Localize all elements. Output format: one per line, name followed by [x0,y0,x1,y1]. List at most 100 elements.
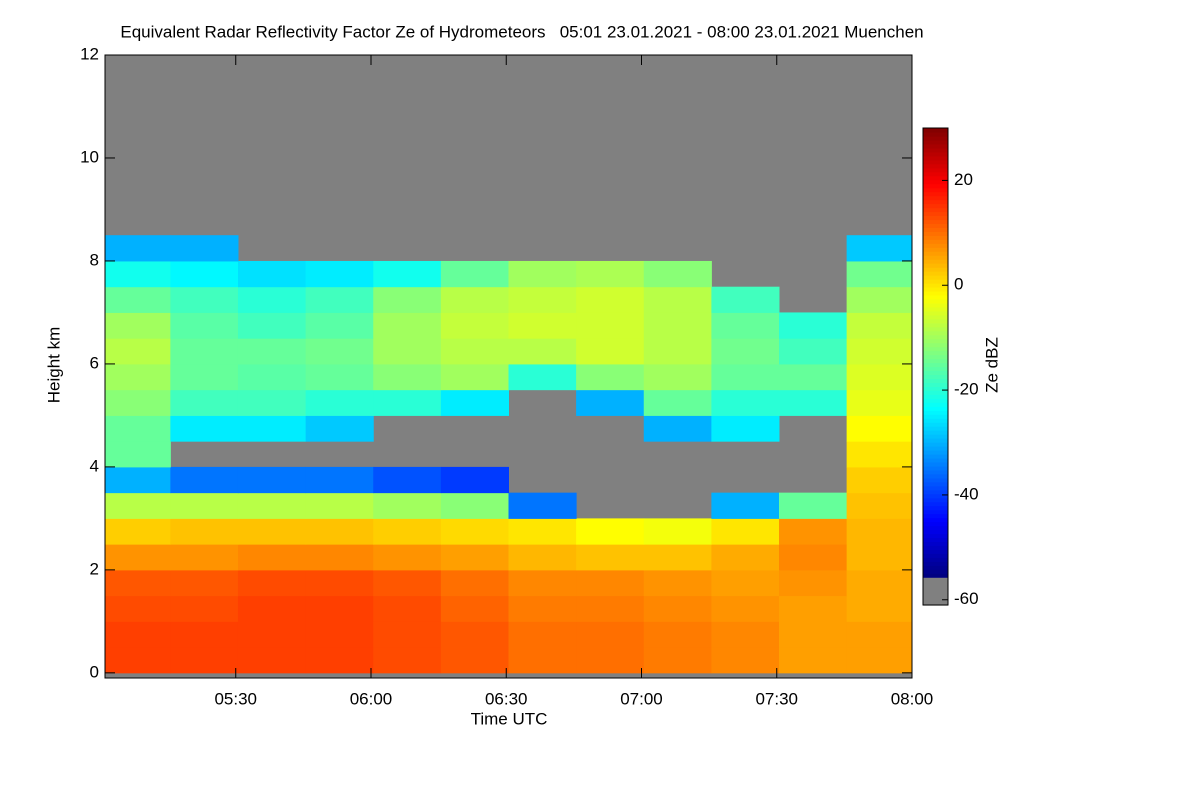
heat-cell [779,544,848,571]
colorbar-segment [923,294,948,300]
heat-cell [711,518,780,545]
y-tick-label: 2 [90,559,99,578]
colorbar-tick-label: -20 [954,380,979,399]
colorbar-segment [923,434,948,439]
colorbar-segment [923,179,948,185]
colorbar-segment [923,398,948,403]
colorbar-segment [923,426,948,431]
colorbar-segment [923,203,948,209]
colorbar-segment [923,406,948,411]
heat-cell [846,260,913,288]
heat-cell [373,492,442,519]
heat-cell [846,286,913,313]
colorbar-segment [923,167,948,173]
heat-cell [237,389,307,416]
heat-cell [105,338,171,365]
colorbar-segment [923,573,948,578]
heat-cell [576,647,645,674]
heat-cell [105,441,171,468]
heat-cell [440,544,509,571]
heat-cell [305,260,374,288]
heat-cell [508,338,577,365]
colorbar-segment [923,497,948,503]
colorbar-segment [923,569,948,574]
heat-cell [846,235,913,262]
colorbar-label: Ze dBZ [982,337,1001,393]
heat-cell [846,569,913,597]
colorbar-segment [923,251,948,256]
heat-cell [170,260,239,288]
colorbar-segment [923,430,948,435]
heat-cell [440,286,509,313]
heat-cell [846,595,913,622]
heat-cell [170,286,239,313]
heat-cell [237,621,307,648]
heat-cell [711,595,780,622]
colorbar-segment [923,366,948,372]
heat-cell [711,569,780,597]
colorbar-segment [923,493,948,499]
colorbar-segment [923,338,948,344]
heat-cell [711,389,780,416]
heat-cell [643,415,712,442]
heat-cell [440,518,509,545]
colorbar-segment [923,310,948,316]
colorbar-segment [923,597,948,602]
colorbar-segment [923,561,948,566]
heat-cell [846,492,913,519]
heat-cell [846,389,913,416]
heat-cell [440,647,509,674]
heat-cell [170,415,239,442]
heat-cell [846,441,913,468]
heat-cell [779,647,848,674]
colorbar-tick-label: 20 [954,170,973,189]
heat-cell [711,415,780,442]
y-tick-label: 4 [90,456,99,475]
heat-cell [846,621,913,648]
heat-cell [643,569,712,597]
heat-cell [170,518,239,545]
heat-cell [305,492,374,519]
heat-cell [508,492,577,519]
heat-cell [576,621,645,648]
heat-cell [305,286,374,313]
colorbar-frame [922,127,949,606]
heat-cell [440,466,509,494]
colorbar-segment [923,298,948,304]
heat-cell [237,363,307,391]
heat-cell [576,389,645,416]
colorbar-segment [923,577,948,582]
colorbar-segment [923,453,948,459]
heat-cell [711,363,780,391]
heat-cell [779,338,848,365]
colorbar-segment [923,601,948,606]
x-axis-label: Time UTC [471,709,548,728]
colorbar-segment [923,350,948,356]
chart-title: Equivalent Radar Reflectivity Factor Ze … [120,22,923,41]
heat-cell [846,647,913,674]
heat-cell [508,544,577,571]
heat-cell [508,647,577,674]
heat-cell [779,492,848,519]
colorbar-segment [923,358,948,364]
heat-cell [373,312,442,339]
heat-cell [643,544,712,571]
heat-cell [237,312,307,339]
heat-cell [508,363,577,391]
heat-cell [643,312,712,339]
colorbar-segment [923,378,948,383]
colorbar-segment [923,446,948,451]
x-tick-label: 08:00 [891,689,934,708]
colorbar-segment [923,346,948,352]
heat-cell [643,389,712,416]
heat-cell [373,338,442,365]
heat-cell [170,621,239,648]
colorbar-segment [923,302,948,308]
colorbar-segment [923,171,948,177]
heat-cell [305,647,374,674]
heat-cell [237,492,307,519]
colorbar-segment [923,247,948,252]
heat-cell [373,569,442,597]
colorbar-segment [923,537,948,542]
heat-cell [508,569,577,597]
